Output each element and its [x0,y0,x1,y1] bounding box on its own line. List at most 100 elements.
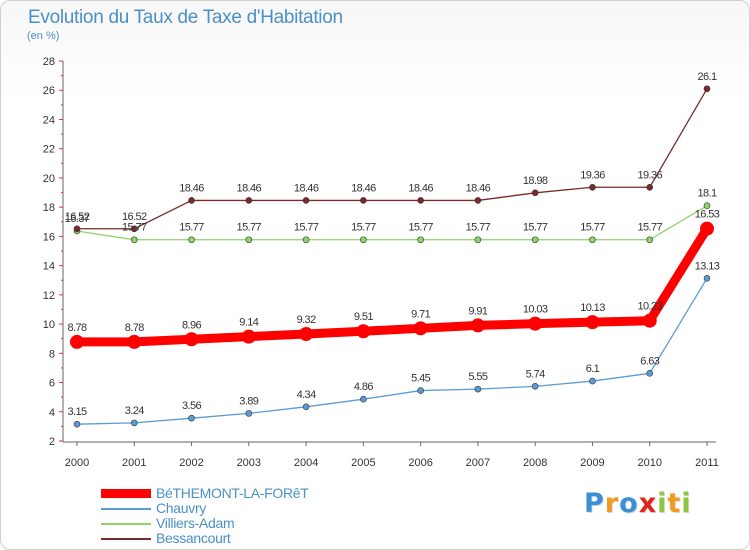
y-tick-label: 20 [43,173,55,185]
data-label: 15.77 [294,222,319,234]
data-point [700,221,714,236]
data-label: 8.96 [182,319,201,331]
data-point [245,410,253,417]
data-point [245,197,253,204]
data-point [413,321,428,336]
data-label: 18.46 [237,182,262,194]
data-label: 9.91 [468,305,487,317]
series-line [72,224,712,347]
y-tick-label: 14 [43,261,55,273]
chart-title: Evolution du Taux de Taxe d'Habitation [28,7,343,28]
data-point [360,395,367,403]
data-label: 18.46 [351,182,376,194]
data-label: 16.52 [65,211,90,223]
y-tick-label: 16 [43,231,55,243]
data-point [703,85,711,93]
data-point [474,197,482,204]
data-point [360,197,367,204]
data-label: 9.71 [411,308,430,320]
data-label: 26.1 [697,71,716,83]
y-tick-label: 26 [43,85,55,97]
data-point [127,334,142,349]
y-tick-label: 22 [43,144,55,156]
data-label: 15.77 [122,222,147,234]
legend-swatch [101,489,151,498]
data-point [474,385,482,393]
data-point [245,236,253,244]
data-point [646,236,654,244]
data-label: 5.45 [411,373,430,385]
data-point [589,183,596,191]
logo-letter: P [584,488,605,519]
data-point [417,387,424,394]
data-point [474,236,482,244]
data-point [703,275,711,282]
data-label: 5.74 [526,368,545,380]
legend-label: Villiers-Adam [156,515,235,531]
data-point [531,236,539,244]
data-point [642,313,657,328]
data-point [589,377,596,385]
legend-swatch [101,508,151,510]
data-point [302,197,310,204]
data-point [417,197,424,204]
x-tick-label: 2005 [351,457,375,469]
data-label: 18.46 [466,182,491,194]
data-label: 8.78 [125,322,144,334]
logo-letter: o [619,488,639,519]
data-label: 10.23 [637,301,662,313]
data-label: 16.53 [695,209,720,221]
data-label: 4.86 [354,381,373,393]
x-tick-label: 2000 [65,457,89,469]
data-point [589,236,596,244]
data-point [73,225,81,233]
data-label: 19.36 [580,169,605,181]
legend-swatch [101,523,151,525]
series-line [76,88,708,230]
data-label: 3.24 [125,405,144,417]
data-label: 16.52 [122,211,147,223]
logo-letter: t [667,488,682,519]
data-label: 18.98 [523,175,548,187]
data-label: 15.77 [408,222,433,234]
data-label: 16.37 [65,213,90,225]
y-tick-label: 6 [49,378,55,390]
data-label: 15.77 [523,222,548,234]
y-tick-label: 4 [49,407,55,419]
x-tick-label: 2006 [408,457,432,469]
x-tick-label: 2003 [237,457,261,469]
series-line [76,277,708,425]
data-label: 19.36 [637,169,662,181]
data-label: 15.77 [237,222,262,234]
y-tick-label: 24 [43,114,55,126]
data-label: 10.03 [523,304,548,316]
x-tick-label: 2011 [695,457,719,469]
data-label: 9.14 [239,317,258,329]
data-point [70,334,84,349]
data-label: 18.1 [697,188,716,200]
logo-letter: r [604,488,620,519]
series-line [76,205,708,241]
unit-label: (en %) [27,30,60,42]
data-label: 10.13 [580,302,605,314]
data-point [302,236,310,244]
logo-letter: i [681,488,692,519]
data-point [302,403,310,411]
y-tick-label: 12 [43,290,55,302]
data-label: 5.55 [468,371,487,383]
data-point [130,225,138,233]
logo-letter: i [657,488,668,519]
data-label: 9.51 [354,311,373,323]
proxiti-logo: Proxiti [584,488,692,519]
legend-label: BéTHEMONT-LA-FORêT [156,485,309,501]
data-label: 3.89 [239,395,258,407]
data-point [299,327,314,342]
data-point [703,202,711,209]
data-label: 18.46 [408,182,433,194]
data-point [241,329,256,344]
data-label: 13.13 [695,260,720,272]
x-tick-label: 2008 [523,457,547,469]
x-tick-label: 2001 [122,457,146,469]
y-tick-label: 18 [43,202,55,214]
